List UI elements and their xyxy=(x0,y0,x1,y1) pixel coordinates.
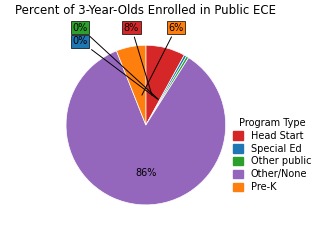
Wedge shape xyxy=(146,55,187,125)
Legend: Head Start, Special Ed, Other public, Other/None, Pre-K: Head Start, Special Ed, Other public, Ot… xyxy=(230,115,314,195)
Title: Percent of 3-Year-Olds Enrolled in Public ECE: Percent of 3-Year-Olds Enrolled in Publi… xyxy=(15,4,276,17)
Wedge shape xyxy=(116,45,146,125)
Wedge shape xyxy=(146,45,184,125)
Wedge shape xyxy=(66,51,226,205)
Text: 0%: 0% xyxy=(73,36,158,99)
Text: 6%: 6% xyxy=(142,23,184,95)
Wedge shape xyxy=(146,56,188,125)
Text: 86%: 86% xyxy=(135,168,157,178)
Text: 0%: 0% xyxy=(73,23,158,99)
Text: 8%: 8% xyxy=(124,23,152,95)
